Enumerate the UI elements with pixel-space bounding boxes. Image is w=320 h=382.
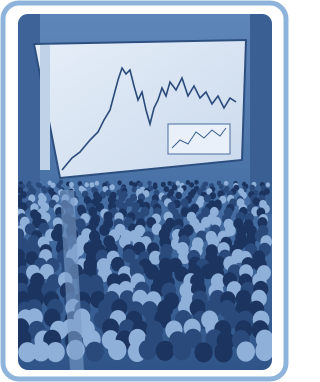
photo-frame: [0, 0, 289, 382]
audience-head: [237, 341, 255, 361]
screen-inset: [168, 124, 230, 154]
audience-head: [51, 183, 56, 188]
audience-head: [85, 182, 89, 187]
projection-screen: [34, 40, 246, 178]
audience-head: [42, 187, 48, 194]
audience-head: [249, 185, 255, 191]
audience-head: [189, 182, 194, 187]
audience-head: [194, 180, 198, 185]
photo: [12, 14, 274, 370]
audience-head: [266, 182, 270, 187]
audience-head: [90, 182, 95, 187]
audience-head: [194, 342, 212, 362]
audience-head: [161, 182, 166, 187]
audience-head: [176, 181, 180, 186]
audience-head: [219, 184, 224, 189]
page: (() => { const data = JSON.parse(documen…: [0, 0, 289, 382]
audience-head: [164, 186, 170, 192]
audience-head: [69, 182, 74, 187]
audience-head: [117, 180, 121, 185]
audience-head: [108, 340, 126, 360]
audience-head: [46, 342, 64, 362]
audience-head: [153, 184, 158, 189]
audience-head: [99, 224, 110, 236]
audience-head: [214, 342, 232, 362]
audience-head: [255, 341, 273, 361]
audience-head: [139, 340, 157, 360]
audience-head: [224, 181, 228, 186]
screen-shade: [40, 45, 50, 170]
audience-head: [138, 182, 143, 187]
audience-head: [95, 181, 99, 186]
audience-head: [173, 340, 191, 360]
audience-head: [147, 181, 151, 186]
audience-head: [85, 342, 103, 362]
audience-head: [175, 192, 182, 199]
audience-head: [109, 184, 115, 190]
audience-head: [156, 341, 174, 361]
